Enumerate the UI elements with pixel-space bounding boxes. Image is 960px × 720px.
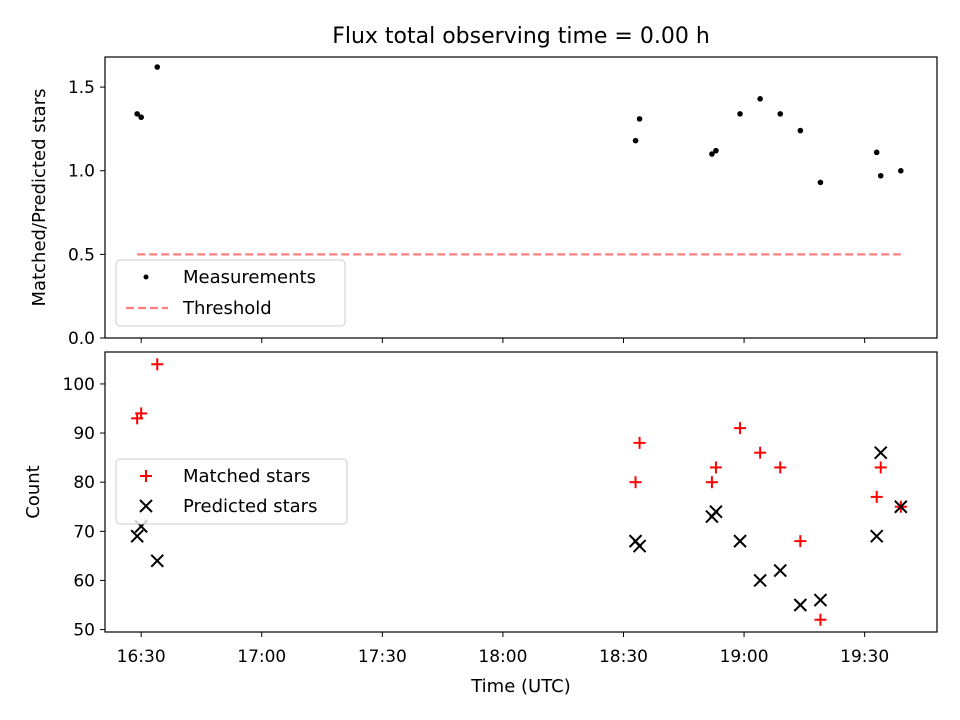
measurement-point <box>757 96 763 102</box>
matched-star-point <box>870 490 883 503</box>
bottom-ylabel: Count <box>23 465 44 518</box>
measurement-point <box>138 114 144 121</box>
bottom-panel: 50 60 70 80 90 100 16:30 17:00 17:30 18:00 18:30 19… <box>23 351 938 697</box>
bottom-ytick-label: 70 <box>73 522 95 542</box>
matched-star-point <box>629 476 642 489</box>
measurement-point <box>134 111 140 117</box>
top-ytick-label: 0.5 <box>68 245 95 265</box>
top-legend: Measurements Threshold <box>115 259 346 327</box>
measurement-point <box>817 179 824 186</box>
matched-star-point <box>794 535 807 548</box>
measurement-point <box>709 151 715 157</box>
measurement-point <box>797 127 804 134</box>
xtick-label: 19:30 <box>840 647 889 667</box>
predicted-star-point <box>709 504 723 519</box>
measurement-point <box>898 167 904 174</box>
xtick-label: 17:30 <box>358 647 407 667</box>
xtick-label: 17:00 <box>237 647 286 667</box>
bottom-legend: Matched stars Predicted stars <box>115 458 348 525</box>
bottom-ytick-label: 100 <box>63 375 95 395</box>
measurement-point <box>636 116 643 122</box>
legend-predicted-marker <box>139 499 153 513</box>
xtick-label: 18:30 <box>599 647 648 667</box>
matched-star-point <box>705 476 718 489</box>
measurement-point <box>873 149 880 156</box>
top-ylabel: Matched/Predicted stars <box>29 89 50 307</box>
figure-title: Flux total observing time = 0.00 h <box>332 24 710 49</box>
matched-star-point <box>754 446 767 459</box>
predicted-star-point <box>130 529 144 543</box>
bottom-legend-frame <box>115 458 348 525</box>
legend-measurements-label: Measurements <box>183 267 316 288</box>
predicted-star-point <box>793 598 808 612</box>
measurement-point <box>877 172 884 179</box>
matched-star-point <box>734 422 747 435</box>
top-ytick-label: 1.5 <box>68 78 95 98</box>
top-ytick-label: 0.0 <box>68 329 95 349</box>
legend-matched-marker <box>140 470 152 482</box>
bottom-ytick-label: 50 <box>73 621 95 641</box>
predicted-star-point <box>632 539 647 553</box>
predicted-star-point <box>874 445 888 460</box>
bottom-ytick-label: 80 <box>73 473 95 493</box>
bottom-ytick-label: 90 <box>73 424 95 444</box>
matched-star-point <box>633 436 646 449</box>
matched-star-point <box>874 461 887 474</box>
xtick-label: 19:00 <box>720 647 769 667</box>
matched-star-point <box>151 358 164 371</box>
xtick-label: 16:30 <box>117 647 166 667</box>
measurement-point <box>737 111 743 117</box>
matched-star-point <box>774 461 787 474</box>
predicted-star-point <box>150 554 164 568</box>
bottom-ytick-label: 60 <box>73 571 95 591</box>
legend-predicted-label: Predicted stars <box>183 496 317 517</box>
top-ytick-label: 1.0 <box>68 162 95 182</box>
top-panel: 0.0 0.5 1.0 1.5 Matched/Predicted stars <box>29 56 938 349</box>
bottom-axes-frame <box>104 351 938 633</box>
matched-star-point <box>709 461 722 474</box>
predicted-star-point <box>733 534 747 548</box>
measurement-point <box>777 111 784 117</box>
predicted-star-point <box>894 500 908 514</box>
xlabel: Time (UTC) <box>470 676 571 697</box>
legend-matched-label: Matched stars <box>183 466 310 487</box>
predicted-star-point <box>773 563 787 578</box>
measurement-point <box>713 147 719 154</box>
measurement-point <box>632 137 639 144</box>
legend-threshold-label: Threshold <box>182 298 272 319</box>
xtick-label: 18:00 <box>478 647 527 667</box>
predicted-star-point <box>870 529 884 543</box>
matched-star-point <box>814 613 827 626</box>
top-axes-frame <box>104 56 938 339</box>
measurement-point <box>154 64 161 70</box>
predicted-star-point <box>813 593 828 607</box>
legend-measurements-marker <box>143 274 149 280</box>
matched-star-point <box>135 407 148 420</box>
predicted-star-point <box>753 573 767 588</box>
top-legend-frame <box>115 259 346 327</box>
